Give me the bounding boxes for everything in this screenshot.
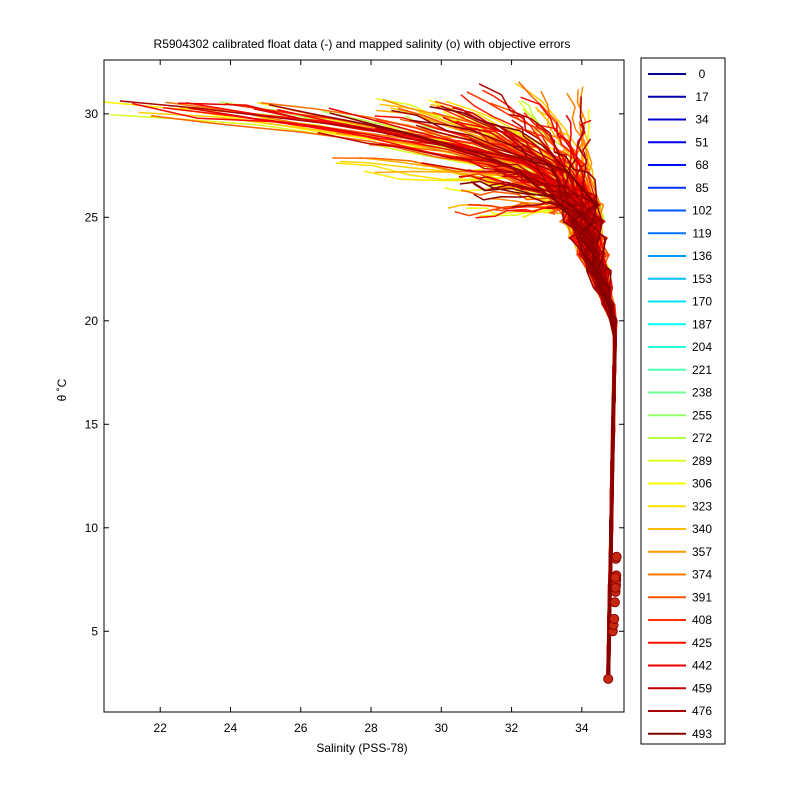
legend-label: 17 xyxy=(695,90,709,104)
y-tick-label: 25 xyxy=(85,210,99,224)
x-tick-label: 24 xyxy=(224,721,238,735)
y-tick-label: 20 xyxy=(85,314,99,328)
mapped-point xyxy=(609,613,620,624)
y-tick-label: 15 xyxy=(85,417,99,431)
y-tick-label: 30 xyxy=(85,107,99,121)
legend-label: 391 xyxy=(692,590,712,604)
x-axis-label: Salinity (PSS-78) xyxy=(316,741,407,755)
x-tick-label: 22 xyxy=(154,721,168,735)
x-tick-label: 28 xyxy=(364,721,378,735)
mapped-point xyxy=(610,582,621,593)
axes-frame xyxy=(103,59,625,713)
legend-label: 442 xyxy=(692,659,712,673)
mapped-point xyxy=(603,673,614,684)
legend-label: 340 xyxy=(692,522,712,536)
legend-label: 221 xyxy=(692,363,712,377)
legend-label: 357 xyxy=(692,545,712,559)
legend-label: 102 xyxy=(692,204,712,218)
legend-label: 170 xyxy=(692,295,712,309)
legend-label: 238 xyxy=(692,386,712,400)
profile-lines xyxy=(103,81,618,679)
legend-label: 0 xyxy=(699,67,706,81)
x-tick-label: 26 xyxy=(294,721,308,735)
x-tick-label: 34 xyxy=(575,721,589,735)
y-axis: 5 10 15 20 25 30 xyxy=(85,107,624,638)
legend-label: 272 xyxy=(692,431,712,445)
chart-title: R5904302 calibrated float data (-) and m… xyxy=(154,37,571,51)
legend-label: 136 xyxy=(692,249,712,263)
legend-label: 85 xyxy=(695,181,709,195)
legend-label: 408 xyxy=(692,613,712,627)
x-axis: 22 24 26 28 30 32 34 xyxy=(154,60,589,735)
legend-label: 425 xyxy=(692,636,712,650)
legend-label: 255 xyxy=(692,408,712,422)
y-tick-label: 5 xyxy=(91,624,98,638)
x-tick-label: 32 xyxy=(505,721,519,735)
legend-label: 34 xyxy=(695,113,709,127)
mapped-salinity-points xyxy=(603,551,622,684)
legend-label: 187 xyxy=(692,317,712,331)
mapped-point xyxy=(609,597,620,608)
legend-label: 323 xyxy=(692,499,712,513)
legend-label: 204 xyxy=(692,340,712,354)
legend-label: 476 xyxy=(692,704,712,718)
legend-box xyxy=(640,57,726,745)
legend-label: 306 xyxy=(692,477,712,491)
legend-label: 289 xyxy=(692,454,712,468)
legend: 0 17 34 51 68 85 102 119 136 153 170 187 204 221 238 25… xyxy=(648,67,712,741)
legend-label: 374 xyxy=(692,568,712,582)
legend-label: 153 xyxy=(692,272,712,286)
y-tick-label: 10 xyxy=(85,521,99,535)
mapped-point xyxy=(610,572,621,583)
mapped-point xyxy=(611,551,622,562)
legend-label: 493 xyxy=(692,727,712,741)
legend-label: 68 xyxy=(695,158,709,172)
x-tick-label: 30 xyxy=(435,721,449,735)
legend-label: 51 xyxy=(695,135,709,149)
legend-label: 119 xyxy=(692,226,711,240)
legend-label: 459 xyxy=(692,681,712,695)
y-axis-label: θ ˚C xyxy=(55,378,69,401)
